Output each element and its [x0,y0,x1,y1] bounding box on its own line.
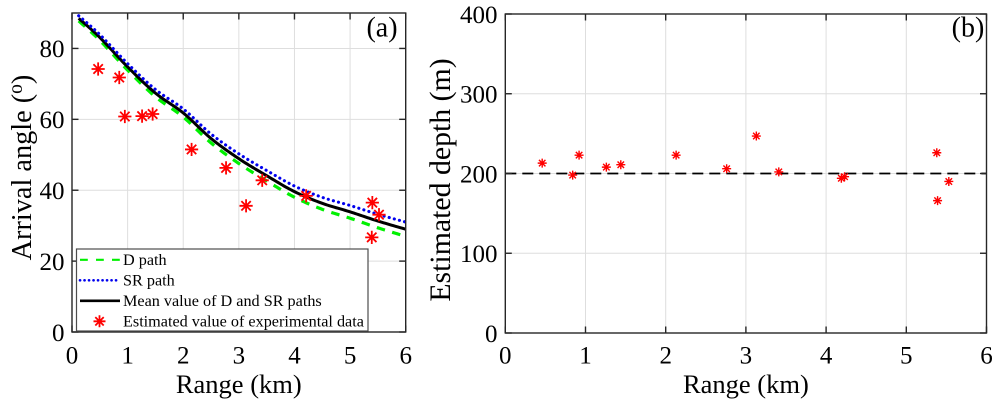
svg-text:3: 3 [740,343,753,370]
svg-text:400: 400 [460,2,498,29]
svg-text:6: 6 [399,343,412,370]
svg-text:0: 0 [485,321,498,348]
svg-text:4: 4 [288,343,301,370]
svg-text:0: 0 [52,320,65,347]
svg-text:2: 2 [659,343,672,370]
svg-text:6: 6 [980,343,993,370]
svg-text:1: 1 [579,343,592,370]
svg-text:(b): (b) [952,13,985,44]
svg-text:100: 100 [460,241,498,268]
svg-text:Range (km): Range (km) [683,369,809,399]
svg-text:2: 2 [177,343,190,370]
svg-text:5: 5 [900,343,913,370]
svg-text:Estimated depth (m): Estimated depth (m) [424,58,457,301]
svg-text:Mean value of D and SR paths: Mean value of D and SR paths [123,292,322,310]
svg-text:Arrival angle (o): Arrival angle (o) [6,75,38,261]
svg-text:200: 200 [460,161,498,188]
svg-text:5: 5 [344,343,357,370]
svg-text:0: 0 [499,343,512,370]
svg-text:4: 4 [820,343,833,370]
svg-text:40: 40 [40,178,65,205]
svg-text:(a): (a) [366,13,397,44]
svg-text:0: 0 [66,343,79,370]
svg-text:Range (km): Range (km) [176,369,302,399]
svg-text:60: 60 [40,107,65,134]
svg-text:80: 80 [40,36,65,63]
svg-text:SR path: SR path [123,272,175,290]
svg-text:1: 1 [121,343,134,370]
svg-text:Estimated value of experimenta: Estimated value of experimental data [123,313,364,331]
svg-text:20: 20 [40,249,65,276]
svg-text:300: 300 [460,82,498,109]
svg-text:3: 3 [233,343,246,370]
svg-text:D path: D path [123,251,167,269]
